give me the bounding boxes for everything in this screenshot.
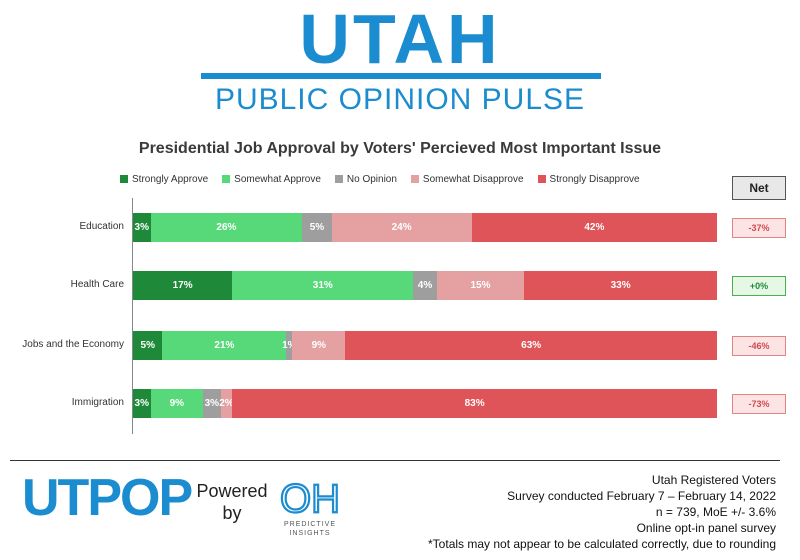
data-label-immigration-strongly-approve: 3% bbox=[134, 398, 149, 409]
oh-caption-line2: INSIGHTS bbox=[289, 530, 331, 537]
legend-label-no-opinion: No Opinion bbox=[346, 173, 397, 185]
legend-label-somewhat-approve: Somewhat Approve bbox=[234, 173, 321, 185]
legend-swatch-strongly-approve bbox=[120, 175, 128, 183]
legend-swatch-somewhat-disapprove bbox=[410, 175, 419, 183]
data-label-immigration-strongly-disapprove: 83% bbox=[464, 398, 485, 409]
legend-item-strongly-approve: Strongly Approve bbox=[120, 172, 208, 186]
bar-immigration-no-opinion bbox=[203, 389, 221, 418]
legend-item-no-opinion: No Opinion bbox=[334, 172, 397, 186]
bar-immigration-somewhat-disapprove bbox=[220, 389, 233, 418]
net-header: Net bbox=[732, 176, 786, 200]
bar-jobs-and-the-economy-strongly-disapprove bbox=[345, 331, 717, 360]
bar-jobs-and-the-economy-no-opinion bbox=[286, 331, 293, 360]
header: UTAH PUBLIC OPINION PULSE bbox=[0, 0, 800, 125]
data-label-education-strongly-approve: 3% bbox=[134, 222, 149, 233]
legend-item-somewhat-disapprove: Somewhat Disapprove bbox=[410, 172, 524, 186]
category-label-jobs-and-the-economy: Jobs and the Economy bbox=[22, 339, 124, 350]
utpop-logo: UTPOP bbox=[22, 469, 193, 527]
category-label-education: Education bbox=[79, 221, 124, 232]
data-label-immigration-somewhat-disapprove: 2% bbox=[219, 398, 234, 409]
legend-label-strongly-disapprove: Strongly Disapprove bbox=[549, 173, 640, 185]
bar-immigration-strongly-disapprove bbox=[232, 389, 717, 418]
bar-health-care-somewhat-approve bbox=[232, 271, 414, 300]
by-line: by bbox=[222, 503, 242, 523]
bar-education-no-opinion bbox=[302, 213, 332, 242]
net-value-jobs-and-the-economy: -46% bbox=[732, 336, 786, 356]
survey-line-5: *Totals may not appear to be calculated … bbox=[428, 537, 776, 551]
data-label-health-care-somewhat-approve: 31% bbox=[312, 280, 333, 291]
footer-divider bbox=[10, 460, 780, 461]
survey-line-1: Utah Registered Voters bbox=[651, 473, 776, 487]
data-label-education-somewhat-approve: 26% bbox=[216, 222, 237, 233]
bar-education-strongly-approve bbox=[133, 213, 151, 242]
bar-immigration-somewhat-approve bbox=[150, 389, 204, 418]
survey-line-3: n = 739, MoE +/- 3.6% bbox=[655, 505, 776, 519]
bar-education-strongly-disapprove bbox=[471, 213, 717, 242]
data-label-jobs-and-the-economy-strongly-disapprove: 63% bbox=[521, 340, 542, 351]
oh-caption-line1: PREDICTIVE bbox=[283, 521, 336, 528]
legend-swatch-strongly-disapprove bbox=[537, 175, 546, 183]
powered-by-text: Powered by bbox=[196, 480, 268, 524]
data-label-jobs-and-the-economy-somewhat-approve: 21% bbox=[214, 340, 235, 351]
survey-info: Utah Registered Voters Survey conducted F… bbox=[396, 472, 776, 552]
logo-rule bbox=[201, 73, 601, 79]
data-label-immigration-somewhat-approve: 9% bbox=[169, 398, 185, 409]
data-label-health-care-somewhat-disapprove: 15% bbox=[470, 280, 491, 291]
survey-line-4: Online opt-in panel survey bbox=[636, 521, 776, 535]
utah-logo-subtitle: PUBLIC OPINION PULSE bbox=[214, 83, 586, 116]
bar-jobs-and-the-economy-somewhat-approve bbox=[162, 331, 287, 360]
data-label-jobs-and-the-economy-somewhat-disapprove: 9% bbox=[311, 340, 327, 351]
bar-education-somewhat-disapprove bbox=[331, 213, 472, 242]
bar-health-care-strongly-disapprove bbox=[524, 271, 717, 300]
legend-swatch-no-opinion bbox=[334, 175, 343, 183]
data-label-health-care-strongly-approve: 17% bbox=[172, 280, 193, 291]
category-label-health-care: Health Care bbox=[70, 279, 124, 290]
net-value-health-care: +0% bbox=[732, 276, 786, 296]
survey-line-2: Survey conducted February 7 – February 1… bbox=[507, 489, 776, 503]
legend-item-somewhat-approve: Somewhat Approve bbox=[222, 172, 321, 186]
bar-health-care-no-opinion bbox=[413, 271, 437, 300]
data-label-immigration-no-opinion: 3% bbox=[204, 398, 220, 409]
oh-logo-text: OH bbox=[280, 477, 340, 521]
powered-line: Powered bbox=[196, 481, 268, 501]
data-label-education-somewhat-disapprove: 24% bbox=[391, 222, 412, 233]
bar-health-care-somewhat-disapprove bbox=[436, 271, 525, 300]
data-label-health-care-no-opinion: 4% bbox=[417, 280, 433, 291]
oh-predictive-insights-logo: OH bbox=[279, 476, 341, 522]
bar-jobs-and-the-economy-strongly-approve bbox=[133, 331, 163, 360]
chart-title: Presidential Job Approval by Voters' Per… bbox=[138, 140, 662, 157]
category-axis bbox=[132, 198, 133, 434]
bar-health-care-strongly-approve bbox=[133, 271, 233, 300]
category-label-immigration: Immigration bbox=[71, 397, 124, 408]
oh-logo-caption: PREDICTIVE INSIGHTS bbox=[270, 520, 350, 538]
legend-item-strongly-disapprove: Strongly Disapprove bbox=[537, 172, 640, 186]
data-label-health-care-strongly-disapprove: 33% bbox=[610, 280, 631, 291]
data-label-jobs-and-the-economy-no-opinion: 1% bbox=[282, 340, 297, 351]
data-label-education-no-opinion: 5% bbox=[309, 222, 325, 233]
utah-logo: UTAH bbox=[299, 0, 501, 78]
legend-label-somewhat-disapprove: Somewhat Disapprove bbox=[422, 173, 524, 185]
chart-legend: Strongly Approve Somewhat Approve No Opini… bbox=[120, 172, 640, 186]
bar-immigration-strongly-approve bbox=[133, 389, 151, 418]
data-label-jobs-and-the-economy-strongly-approve: 5% bbox=[140, 340, 155, 351]
net-value-immigration: -73% bbox=[732, 394, 786, 414]
data-label-education-strongly-disapprove: 42% bbox=[584, 222, 605, 233]
legend-swatch-somewhat-approve bbox=[222, 175, 231, 183]
bar-education-somewhat-approve bbox=[150, 213, 303, 242]
legend-label-strongly-approve: Strongly Approve bbox=[132, 173, 209, 185]
bar-jobs-and-the-economy-somewhat-disapprove bbox=[292, 331, 346, 360]
net-value-education: -37% bbox=[732, 218, 786, 238]
